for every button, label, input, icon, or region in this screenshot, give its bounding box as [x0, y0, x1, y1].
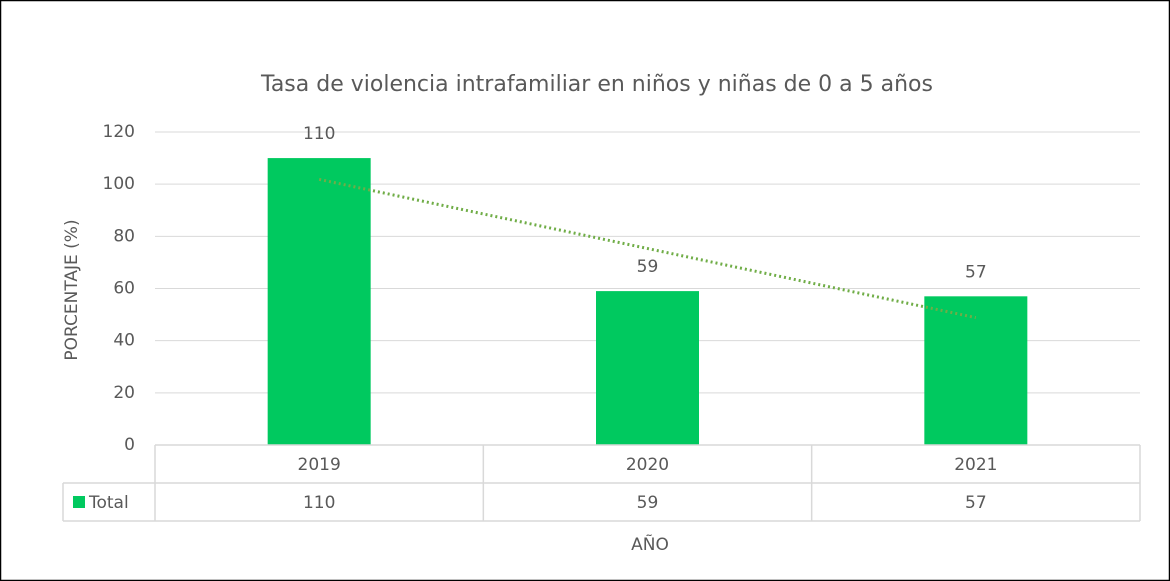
- y-axis-title: PORCENTAJE (%): [62, 219, 82, 360]
- x-tick-label: 2021: [954, 455, 997, 475]
- trendline: [318, 177, 977, 320]
- data-label: 57: [965, 262, 987, 282]
- table-value: 59: [637, 493, 659, 513]
- y-tick-label: 60: [113, 279, 135, 299]
- table-value: 57: [965, 493, 987, 513]
- legend-key: [73, 496, 85, 508]
- bar: [267, 158, 371, 446]
- y-tick-label: 120: [103, 122, 135, 142]
- bar: [924, 296, 1028, 445]
- x-tick-label: 2020: [626, 455, 669, 475]
- y-tick-label: 100: [103, 174, 135, 194]
- x-axis-title: AÑO: [631, 533, 669, 555]
- bar: [596, 291, 699, 445]
- x-tick-label: 2019: [298, 455, 341, 475]
- y-tick-label: 40: [113, 331, 135, 351]
- data-label: 110: [303, 124, 335, 144]
- data-label: 59: [637, 257, 659, 277]
- y-tick-label: 20: [113, 383, 135, 403]
- chart-title: Tasa de violencia intrafamiliar en niños…: [260, 72, 933, 97]
- table-value: 110: [303, 493, 335, 513]
- y-tick-label: 80: [113, 226, 135, 246]
- legend-label: Total: [88, 493, 129, 513]
- y-tick-label: 0: [124, 435, 135, 455]
